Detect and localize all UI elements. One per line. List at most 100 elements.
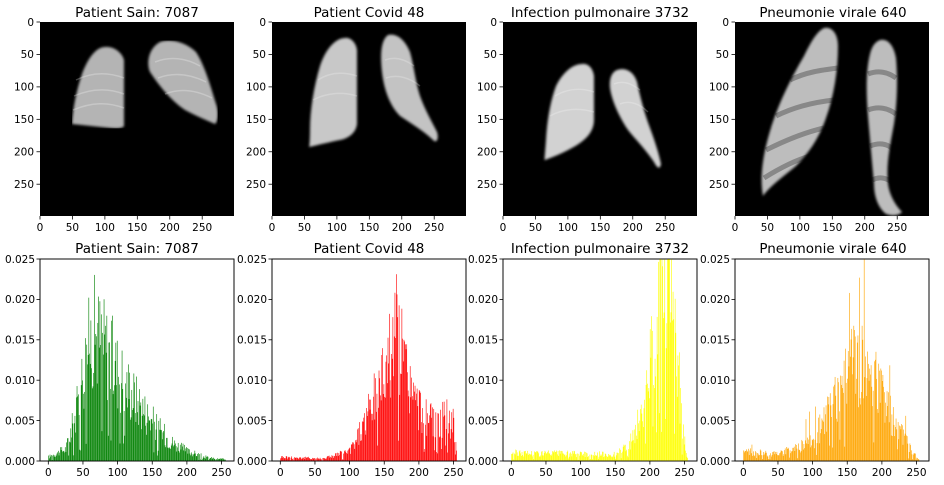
histogram-bar bbox=[525, 453, 527, 461]
histogram-bar bbox=[822, 420, 823, 461]
histogram-bar bbox=[95, 334, 97, 461]
histogram-bar bbox=[107, 435, 109, 461]
image-axes: 0 50 100 150 200 250 0 50 100 150 200 250 bbox=[14, 17, 212, 234]
y-tick-label: 50 bbox=[21, 49, 34, 61]
histogram-bar bbox=[152, 423, 153, 461]
histogram-bar bbox=[59, 452, 61, 461]
histogram-bar bbox=[340, 451, 342, 461]
histogram-bar bbox=[400, 373, 402, 461]
histogram-bar bbox=[857, 335, 859, 461]
histogram-bar bbox=[387, 383, 388, 461]
histogram-bar bbox=[617, 452, 618, 461]
histogram-bar bbox=[592, 459, 594, 461]
histogram-bar bbox=[519, 450, 521, 461]
histogram-bar bbox=[289, 457, 290, 461]
histogram-bar bbox=[881, 370, 882, 461]
histogram-bar bbox=[748, 448, 749, 461]
histogram-bar bbox=[416, 393, 417, 461]
histogram-bar bbox=[614, 456, 616, 461]
histogram-bar bbox=[762, 458, 763, 461]
y-tick-label: 0.010 bbox=[468, 375, 498, 387]
histogram-bar bbox=[536, 451, 537, 461]
y-tick-label: 100 bbox=[477, 82, 497, 94]
histogram-bar bbox=[518, 455, 519, 461]
histogram-bar bbox=[575, 453, 577, 461]
histogram-bar bbox=[753, 455, 755, 461]
histogram-bar bbox=[751, 444, 753, 461]
histogram-bar bbox=[525, 450, 526, 461]
histogram-bar bbox=[631, 441, 632, 461]
histogram-bar bbox=[319, 457, 321, 461]
histogram-bar bbox=[190, 455, 191, 461]
histogram-bar bbox=[358, 444, 360, 461]
histogram-bar bbox=[64, 452, 65, 461]
histogram-bar bbox=[359, 422, 360, 461]
histogram-bar bbox=[143, 414, 144, 461]
histogram-bar bbox=[224, 459, 225, 461]
histogram-bar bbox=[409, 413, 410, 461]
histogram-bar bbox=[843, 392, 844, 461]
histogram-bar bbox=[96, 336, 97, 461]
histogram-bar bbox=[84, 391, 85, 461]
histogram-bar bbox=[816, 454, 817, 461]
histogram-bar bbox=[859, 398, 861, 461]
histogram-bar bbox=[841, 376, 843, 461]
right-lung-shape bbox=[866, 39, 902, 216]
histogram-bar bbox=[438, 437, 440, 461]
histogram-bar bbox=[642, 426, 644, 461]
histogram-bar bbox=[584, 457, 586, 461]
histogram-bar bbox=[754, 456, 756, 461]
y-tick-label: 200 bbox=[14, 147, 34, 159]
histogram-bar bbox=[157, 450, 159, 461]
histogram-bar bbox=[171, 443, 173, 461]
histogram-bar bbox=[539, 456, 540, 461]
y-tick-label: 50 bbox=[716, 49, 729, 61]
histogram-bar bbox=[56, 453, 58, 461]
axes-frame bbox=[734, 258, 930, 462]
histogram-bar bbox=[518, 451, 520, 461]
histogram-bar bbox=[534, 452, 536, 461]
histogram-bar bbox=[284, 458, 286, 461]
x-tick-label: 50 bbox=[298, 222, 311, 234]
histogram-bar bbox=[369, 409, 371, 461]
histogram-bar bbox=[893, 424, 895, 461]
histogram-bar bbox=[529, 454, 530, 461]
xray-image-covid bbox=[309, 34, 438, 148]
histogram-bar bbox=[766, 452, 767, 461]
histogram-bar bbox=[177, 442, 179, 461]
histogram-bar bbox=[179, 452, 180, 461]
histogram-bar bbox=[155, 429, 157, 461]
histogram-bar bbox=[628, 449, 630, 461]
x-tick-label: 250 bbox=[907, 467, 927, 479]
x-tick-label: 100 bbox=[340, 467, 360, 479]
histogram-bar bbox=[885, 402, 886, 461]
histogram-bar bbox=[659, 259, 661, 461]
histogram-bar bbox=[645, 443, 646, 461]
histogram-bar bbox=[825, 405, 827, 461]
x-tick-label: 50 bbox=[761, 222, 774, 234]
histogram-bar bbox=[629, 441, 630, 461]
histogram-bar bbox=[118, 384, 120, 461]
histogram-bar bbox=[512, 452, 514, 461]
histogram-bar bbox=[795, 444, 796, 461]
histogram-bar bbox=[331, 455, 333, 461]
histogram-bar bbox=[201, 460, 203, 461]
histogram-bar bbox=[192, 456, 194, 461]
histogram-bar bbox=[619, 448, 621, 461]
histogram-bar bbox=[675, 332, 677, 461]
histogram-bar bbox=[814, 439, 816, 461]
histogram-bar bbox=[117, 408, 119, 461]
histogram-bar bbox=[404, 341, 405, 461]
histogram-bar bbox=[81, 358, 83, 461]
histogram-bar bbox=[595, 455, 597, 461]
histogram-bar bbox=[534, 451, 535, 461]
histogram-bar bbox=[541, 451, 542, 461]
histogram-bar bbox=[579, 451, 581, 461]
panel-title: Patient Covid 48 bbox=[314, 5, 425, 21]
histogram-bar bbox=[344, 451, 345, 461]
histogram-bar bbox=[537, 451, 539, 461]
x-tick-label: 0 bbox=[508, 467, 515, 479]
histogram-bar bbox=[778, 455, 780, 461]
histogram-bar bbox=[886, 416, 887, 461]
histogram-bar bbox=[62, 451, 64, 461]
